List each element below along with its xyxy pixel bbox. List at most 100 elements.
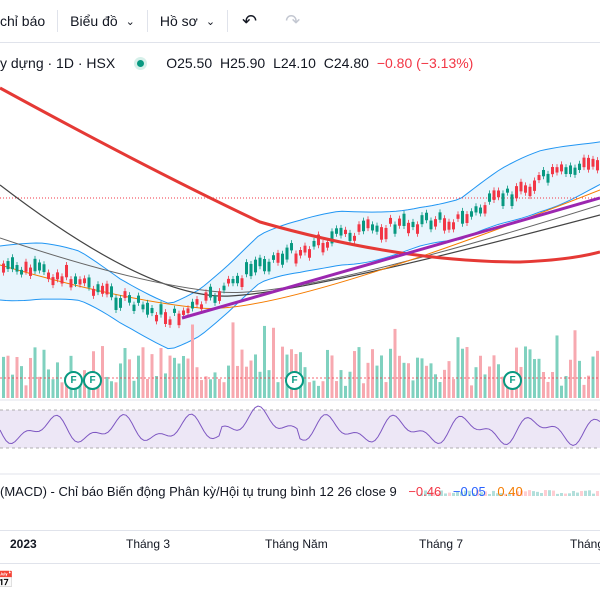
macd-histogram [520, 490, 523, 496]
macd-histogram [552, 490, 555, 496]
volume-bar [231, 322, 235, 398]
volume-bar [42, 349, 46, 398]
volume-bar [60, 382, 64, 398]
candle [591, 158, 595, 167]
volume-bar [393, 328, 397, 398]
undo-icon[interactable]: ↶ [242, 10, 258, 31]
charts-menu-button[interactable]: Biểu đồ ⌄ [58, 0, 147, 42]
candle [164, 312, 167, 324]
volume-bar [438, 382, 442, 398]
candle [51, 277, 55, 286]
candle [29, 267, 32, 276]
market-status-icon[interactable] [137, 59, 145, 67]
volume-bar [447, 361, 451, 398]
volume-bar [362, 383, 365, 398]
macd-histogram [568, 493, 571, 496]
volume-bar [312, 380, 316, 398]
candle [231, 278, 235, 284]
macd-label[interactable]: (MACD) - Chỉ báo Biến động Phân kỳ/Hội t… [0, 484, 397, 499]
macd-histogram [436, 493, 439, 496]
time-axis-label: Tháng [570, 537, 600, 551]
candle [429, 220, 433, 230]
volume-bar [411, 380, 415, 398]
symbol-label[interactable]: y dựng · 1D · HSX [0, 55, 116, 71]
volume-bar [335, 381, 338, 398]
candle [321, 242, 325, 253]
candle [213, 295, 217, 303]
volume-bar [119, 363, 122, 398]
symbol-legend: y dựng · 1D · HSX O25.50 H25.90 L24.10 C… [0, 55, 477, 71]
volume-bar [209, 379, 212, 398]
candle [294, 253, 298, 264]
volume-bar [479, 355, 482, 398]
calendar-icon[interactable]: 📅 [0, 572, 14, 589]
volume-bar [47, 369, 50, 398]
volume-bar [123, 348, 127, 398]
candle [425, 212, 428, 221]
volume-bar [542, 372, 545, 398]
volume-bar [573, 330, 577, 398]
candle [2, 263, 5, 273]
trendline [181, 196, 600, 320]
volume-bar [564, 376, 568, 398]
candle [146, 302, 149, 315]
candle [96, 284, 100, 293]
dividend-marker[interactable]: F [503, 371, 522, 390]
volume-bar [587, 375, 590, 398]
candle [438, 212, 442, 220]
volume-bar [101, 346, 104, 398]
candle [218, 291, 221, 301]
candle [560, 164, 563, 172]
candle [11, 257, 14, 270]
volume-bar [263, 325, 266, 398]
dividend-marker[interactable]: F [64, 371, 83, 390]
candle [20, 269, 23, 275]
volume-bar [168, 355, 172, 398]
macd-histogram [596, 491, 599, 496]
volume-bar [240, 349, 244, 398]
volume-bar [105, 376, 109, 398]
volume-bar [20, 366, 23, 398]
dividend-marker[interactable]: F [285, 371, 304, 390]
candle [195, 299, 199, 305]
macd-value-2: −0.05 [452, 484, 486, 499]
candle [222, 285, 226, 291]
low-value: L24.10 [273, 55, 316, 71]
volume-bar [159, 348, 163, 398]
candle [524, 185, 527, 193]
candle [551, 166, 554, 175]
candle [92, 288, 95, 296]
candle [411, 221, 415, 228]
macd-histogram [440, 490, 443, 496]
candle [573, 167, 577, 175]
volume-bar [330, 355, 334, 398]
volume-bar [38, 376, 41, 398]
volume-bar [533, 359, 536, 398]
candle [515, 186, 518, 199]
dividend-marker[interactable]: F [83, 371, 102, 390]
candle [447, 221, 451, 230]
volume-bar [326, 349, 329, 398]
time-axis-border [0, 530, 600, 531]
candle [276, 252, 280, 263]
candle [186, 308, 190, 313]
macd-histogram [544, 490, 547, 496]
candle [227, 278, 230, 284]
macd-histogram [444, 493, 447, 496]
profile-menu-button[interactable]: Hồ sơ ⌄ [148, 0, 227, 42]
bollinger-upper [0, 141, 600, 304]
volume-bar [344, 385, 347, 398]
candle [366, 219, 370, 229]
candle [582, 157, 586, 168]
candle [83, 278, 86, 284]
redo-icon[interactable]: ↷ [285, 10, 301, 31]
volume-bar [357, 347, 361, 398]
chevron-down-icon: ⌄ [125, 15, 135, 28]
indicators-button[interactable]: chỉ báo [0, 0, 57, 42]
time-axis-label: Tháng 3 [126, 537, 171, 551]
volume-bar [29, 357, 32, 398]
volume-bar [308, 382, 311, 398]
macd-histogram [492, 490, 495, 496]
candle [119, 298, 122, 308]
